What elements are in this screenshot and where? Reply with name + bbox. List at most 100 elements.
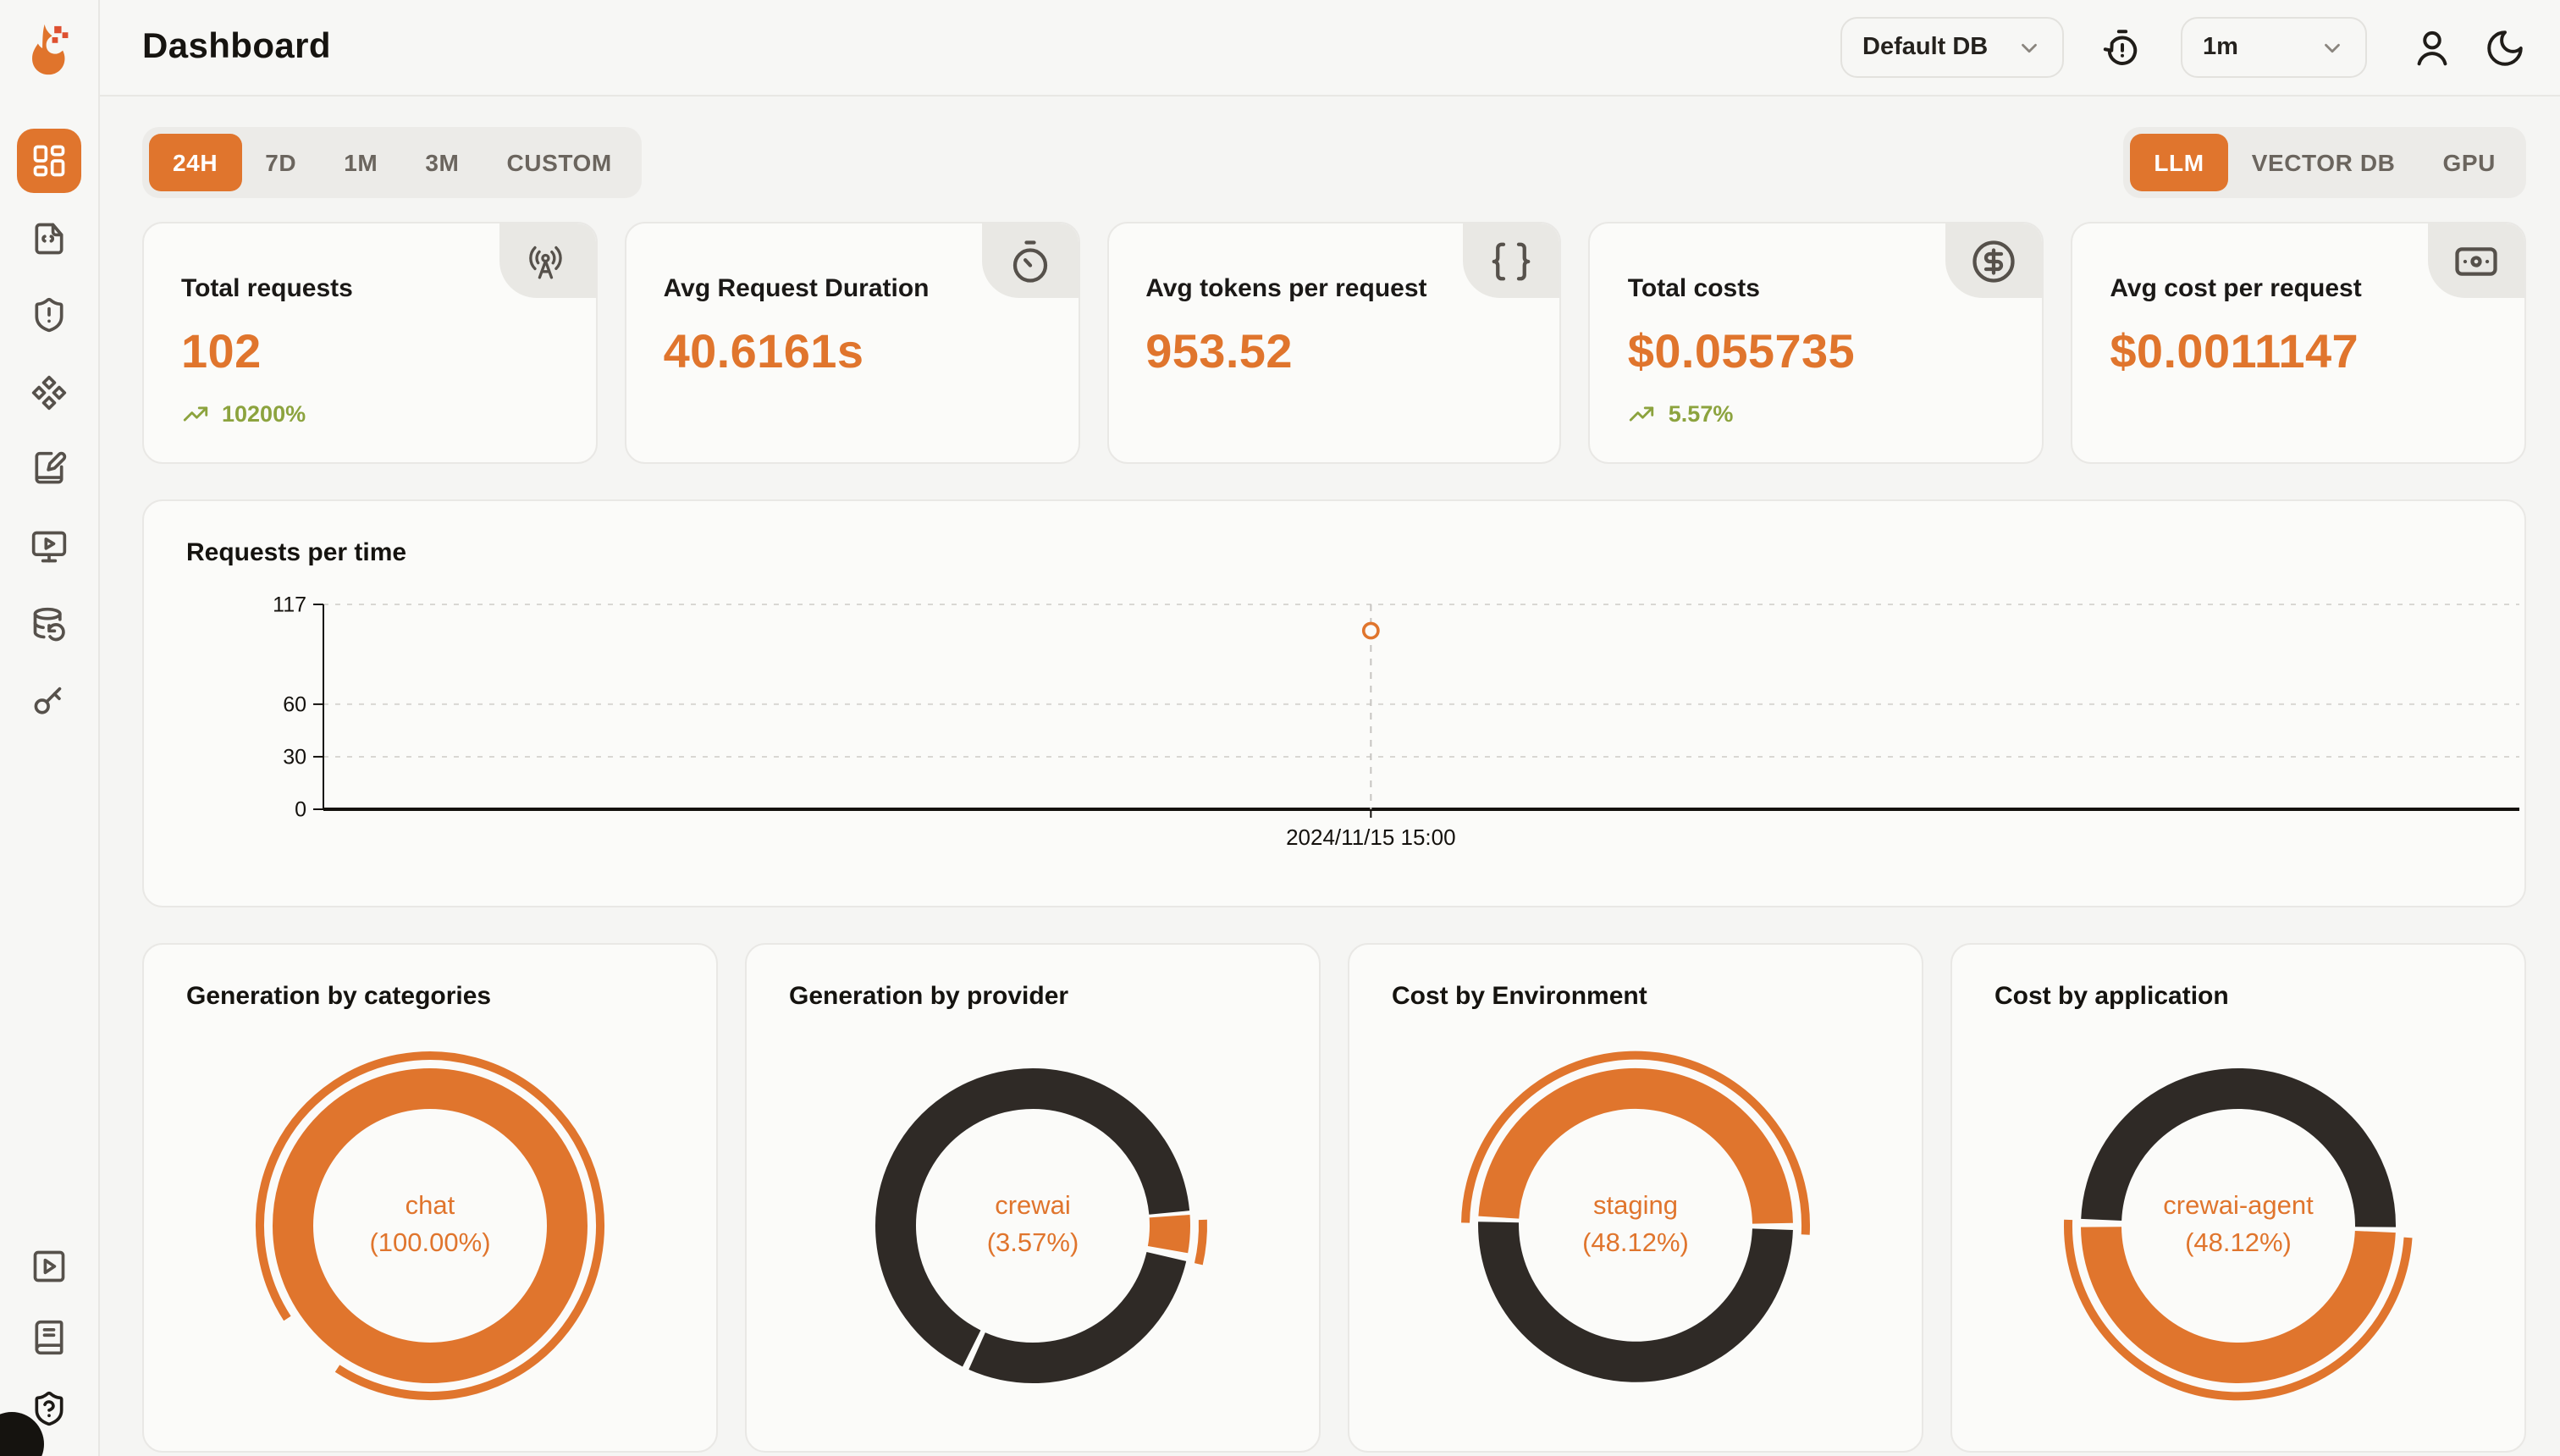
stat-value: 102 xyxy=(181,325,262,378)
shield-question-icon xyxy=(35,1391,63,1426)
trending-up-icon xyxy=(1630,406,1654,422)
stat-label: Total requests xyxy=(181,274,353,303)
stat-delta: 5.57% xyxy=(1628,400,2006,428)
donut-card-categories: Generation by categories chat (100.00%) xyxy=(142,943,718,1453)
timer-icon xyxy=(1012,240,1047,282)
stat-label: Avg Request Duration xyxy=(663,274,930,303)
sidebar-item-api-keys[interactable] xyxy=(17,669,81,733)
source-tabs: LLM VECTOR DB GPU xyxy=(2123,127,2526,198)
stat-value: $0.0011147 xyxy=(2110,325,2359,378)
requests-per-time-card: Requests per time 0 30 60 117 2024/11/15 15:… xyxy=(142,499,2526,907)
sidebar-item-prompts[interactable] xyxy=(17,361,81,425)
stat-card-avg-cost: Avg cost per request $0.0011147 xyxy=(2071,222,2526,464)
braces-icon xyxy=(1492,241,1531,280)
moon-icon[interactable] xyxy=(2484,26,2526,69)
donut-center-label: crewai (3.57%) xyxy=(986,1192,1079,1258)
component-icon xyxy=(31,375,67,411)
sidebar-item-databases[interactable] xyxy=(17,593,81,657)
chevron-down-icon xyxy=(2320,35,2345,60)
stat-card-avg-tokens: Avg tokens per request 953.52 xyxy=(1106,222,1562,464)
sidebar xyxy=(0,0,100,1456)
note-code-icon xyxy=(35,223,63,255)
tab-gpu[interactable]: GPU xyxy=(2442,149,2496,176)
radio-tower-icon xyxy=(528,245,562,279)
db-select-value: Default DB xyxy=(1862,34,1989,61)
stat-icon-badge xyxy=(1463,223,1560,298)
donut-center-label: crewai-agent (48.12%) xyxy=(2163,1192,2314,1258)
stat-icon-badge xyxy=(2427,223,2524,298)
sidebar-item-exceptions[interactable] xyxy=(17,283,81,347)
refresh-interval-select[interactable]: 1m xyxy=(2181,17,2367,78)
donut-chart-application[interactable]: crewai-agent (48.12%) xyxy=(2052,1040,2425,1412)
stat-label: Avg tokens per request xyxy=(1145,274,1427,303)
donut-card-application: Cost by application crewai-agent (48.12%… xyxy=(1950,943,2526,1453)
donut-chart-provider[interactable]: crewai (3.57%) xyxy=(847,1040,1219,1412)
donut-row: Generation by categories chat (100.00%) … xyxy=(142,943,2526,1453)
time-range-tabs: 24H 7D 1M 3M CUSTOM xyxy=(142,127,643,198)
stat-icon-badge xyxy=(1945,223,2043,298)
stat-delta: 10200% xyxy=(181,400,559,428)
tab-custom[interactable]: CUSTOM xyxy=(506,149,612,176)
db-select[interactable]: Default DB xyxy=(1840,17,2064,78)
svg-text:0: 0 xyxy=(295,797,306,821)
filter-row: 24H 7D 1M 3M CUSTOM LLM VECTOR DB GPU xyxy=(142,127,2526,198)
monitor-play-icon xyxy=(31,531,67,563)
sidebar-item-requests[interactable] xyxy=(17,207,81,271)
donut-card-environment: Cost by Environment staging (48.12%) xyxy=(1348,943,1923,1453)
main-content: 24H 7D 1M 3M CUSTOM LLM VECTOR DB GPU xyxy=(100,97,2560,1456)
user-icon[interactable] xyxy=(2411,26,2453,69)
stat-card-total-costs: Total costs $0.055735 5.57% xyxy=(1588,222,2044,464)
history-timer-icon[interactable] xyxy=(2101,26,2143,69)
layout-dashboard-icon xyxy=(33,145,65,177)
tab-vector-db[interactable]: VECTOR DB xyxy=(2251,149,2396,176)
sidebar-item-getting-started[interactable] xyxy=(17,1234,81,1299)
chart-title: Requests per time xyxy=(186,538,407,567)
stat-label: Total costs xyxy=(1627,274,1760,303)
donut-chart-environment[interactable]: staging (48.12%) xyxy=(1449,1040,1822,1412)
stat-value: 953.52 xyxy=(1145,325,1293,378)
sidebar-item-openground[interactable] xyxy=(17,515,81,579)
header: Dashboard Default DB 1m xyxy=(100,0,2560,97)
square-play-icon xyxy=(33,1250,65,1282)
stat-label: Avg cost per request xyxy=(2110,274,2362,303)
tab-1m[interactable]: 1M xyxy=(344,149,378,176)
tab-7d[interactable]: 7D xyxy=(265,149,297,176)
svg-text:60: 60 xyxy=(283,692,306,716)
stats-row: Total requests 102 10200% A xyxy=(142,222,2526,464)
key-round-icon xyxy=(34,687,62,714)
stat-card-total-requests: Total requests 102 10200% xyxy=(142,222,598,464)
book-icon xyxy=(35,1320,63,1355)
trending-up-icon xyxy=(183,406,208,422)
donut-card-provider: Generation by provider crewai (3.57%) xyxy=(745,943,1321,1453)
shield-alert-icon xyxy=(35,297,63,333)
tab-llm[interactable]: LLM xyxy=(2130,134,2228,191)
chart-title: Cost by application xyxy=(1994,982,2229,1011)
page-title: Dashboard xyxy=(142,27,331,66)
chart-title: Generation by categories xyxy=(186,982,492,1011)
header-controls: Default DB 1m xyxy=(1840,17,2526,78)
tab-24h[interactable]: 24H xyxy=(149,134,242,191)
database-backup-icon xyxy=(33,607,65,642)
tab-3m[interactable]: 3M xyxy=(425,149,460,176)
svg-text:2024/11/15 15:00: 2024/11/15 15:00 xyxy=(1286,825,1455,850)
stat-value: $0.055735 xyxy=(1627,325,1856,378)
svg-text:117: 117 xyxy=(273,593,306,616)
sidebar-item-docs[interactable] xyxy=(17,1305,81,1370)
chevron-down-icon xyxy=(2017,35,2042,60)
requests-per-time-chart[interactable]: 0 30 60 117 2024/11/15 15:00 xyxy=(144,501,2528,909)
sidebar-item-playground[interactable] xyxy=(17,437,81,501)
donut-chart-categories[interactable]: chat (100.00%) xyxy=(244,1040,616,1412)
stat-card-avg-duration: Avg Request Duration 40.6161s xyxy=(624,222,1080,464)
donut-center-label: staging (48.12%) xyxy=(1582,1192,1689,1258)
banknote-icon xyxy=(2455,246,2497,275)
stat-value: 40.6161s xyxy=(663,325,864,378)
donut-center-label: chat (100.00%) xyxy=(369,1192,491,1258)
sidebar-item-support[interactable] xyxy=(17,1376,81,1441)
sidebar-item-dashboard[interactable] xyxy=(17,129,81,193)
refresh-interval-value: 1m xyxy=(2203,34,2238,61)
flame-logo-icon xyxy=(32,24,69,75)
stat-icon-badge xyxy=(981,223,1079,298)
chart-title: Generation by provider xyxy=(789,982,1069,1011)
chart-title: Cost by Environment xyxy=(1392,982,1647,1011)
